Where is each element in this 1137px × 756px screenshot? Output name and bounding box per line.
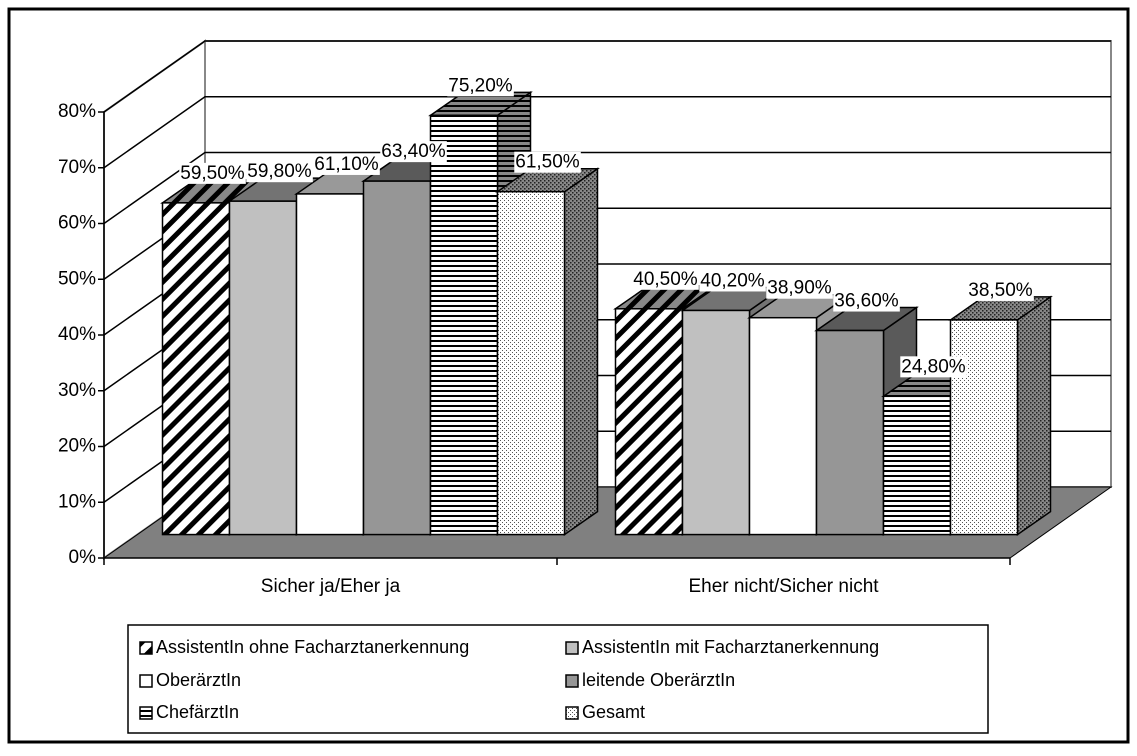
- legend-swatch: [565, 641, 579, 655]
- legend-swatch: [565, 706, 579, 720]
- grid-line: [103, 40, 1111, 113]
- bar: [295, 193, 365, 536]
- y-tick-label: 20%: [58, 436, 96, 457]
- legend-label: ChefärztIn: [156, 702, 239, 722]
- data-label-bg: [246, 161, 313, 183]
- legend-swatch: [139, 706, 153, 720]
- bar: [748, 316, 818, 536]
- bar: [496, 190, 566, 536]
- legend-swatch: [565, 674, 579, 688]
- grid-line: [103, 151, 1111, 225]
- y-tick-label: 70%: [58, 157, 96, 178]
- bar: [949, 319, 1019, 536]
- data-label: 38,90%: [767, 278, 832, 299]
- legend-label: AssistentIn ohne Facharztanerkennung: [156, 637, 469, 657]
- bar: [228, 200, 298, 536]
- bar: [681, 309, 751, 536]
- bar-side: [1016, 295, 1052, 537]
- bar: [429, 114, 499, 536]
- x-tick-label: Sicher ja/Eher ja: [261, 576, 401, 597]
- data-label: 59,50%: [180, 163, 245, 184]
- legend-box: [127, 624, 989, 734]
- y-tick-label: 10%: [58, 491, 96, 512]
- bar: [882, 395, 952, 536]
- data-label-bg: [766, 277, 833, 299]
- legend-label: OberärztIn: [156, 670, 241, 690]
- grid-line: [103, 96, 1111, 169]
- data-label-bg: [900, 356, 967, 378]
- y-tick-label: 0%: [69, 547, 97, 568]
- bar: [362, 180, 432, 536]
- bar-side: [563, 167, 599, 537]
- bar: [815, 329, 885, 536]
- data-label-bg: [313, 153, 380, 175]
- y-tick-label: 80%: [58, 101, 96, 122]
- bar: [614, 308, 684, 536]
- data-label: 75,20%: [448, 75, 513, 96]
- legend-label: AssistentIn mit Facharztanerkennung: [582, 637, 879, 657]
- data-label-bg: [967, 279, 1034, 301]
- data-label: 40,20%: [700, 270, 765, 291]
- data-label: 59,80%: [247, 161, 312, 182]
- data-label: 61,50%: [515, 152, 580, 173]
- legend-swatch: [139, 674, 153, 688]
- data-label-bg: [632, 268, 699, 290]
- y-tick-label: 50%: [58, 268, 96, 289]
- data-label: 24,80%: [901, 356, 966, 377]
- legend-label: Gesamt: [582, 702, 645, 722]
- data-label: 63,40%: [381, 141, 446, 162]
- legend: AssistentIn ohne Facharztanerkennung Assi…: [139, 637, 879, 722]
- data-label-bg: [514, 151, 581, 173]
- data-label: 40,50%: [633, 269, 698, 290]
- data-label-bg: [699, 270, 766, 292]
- data-label: 61,10%: [314, 154, 379, 175]
- y-tick-label: 60%: [58, 213, 96, 234]
- legend-swatch: [139, 641, 153, 655]
- y-tick-label: 30%: [58, 380, 96, 401]
- bar: [161, 202, 231, 536]
- y-tick-label: 40%: [58, 324, 96, 345]
- data-label-bg: [447, 75, 514, 97]
- data-label: 36,60%: [834, 291, 899, 312]
- data-label-bg: [179, 162, 246, 184]
- data-label-bg: [833, 290, 900, 312]
- data-label-bg: [380, 141, 447, 163]
- legend-label: leitende OberärztIn: [582, 670, 735, 690]
- data-label: 38,50%: [968, 280, 1033, 301]
- x-tick-label: Eher nicht/Sicher nicht: [688, 576, 879, 597]
